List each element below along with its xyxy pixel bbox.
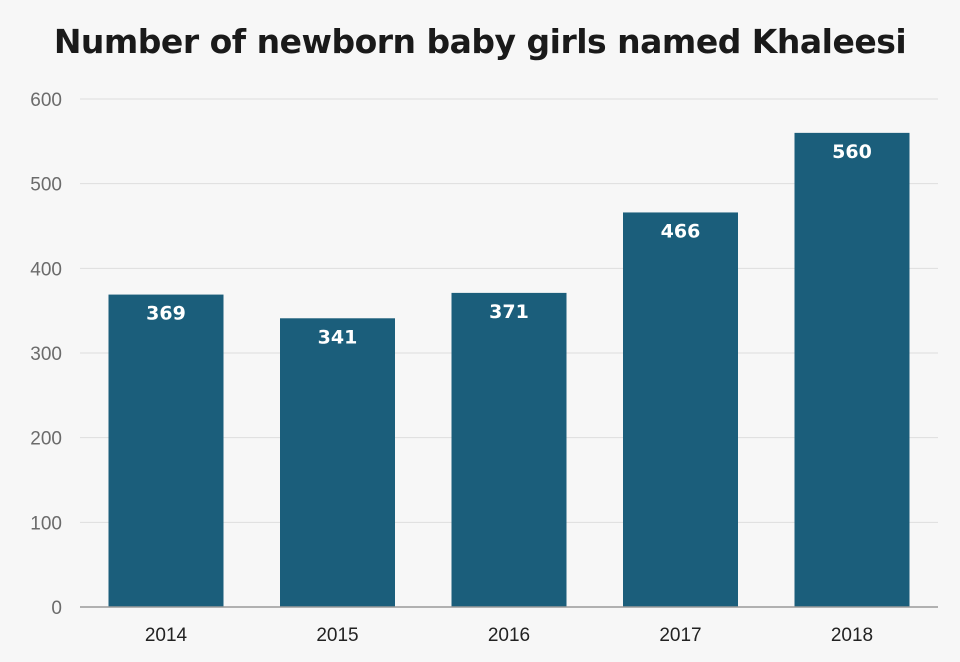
data-label-2018: 560 — [832, 141, 872, 163]
bar-2017 — [623, 212, 738, 607]
bars — [108, 132, 910, 607]
y-tick-label: 0 — [51, 598, 62, 619]
x-tick-label-2015: 2015 — [316, 625, 358, 646]
y-tick-label: 500 — [30, 175, 62, 196]
bar-2015 — [280, 318, 395, 607]
bar-2014 — [108, 294, 224, 607]
x-tick-label-2014: 2014 — [145, 625, 188, 646]
y-tick-label: 400 — [30, 259, 62, 280]
x-tick-label-2018: 2018 — [831, 625, 873, 646]
data-labels: 369 341 371 466 560 — [146, 141, 872, 348]
x-axis: 2014 2015 2016 2017 2018 — [80, 606, 938, 646]
y-tick-label: 100 — [30, 513, 62, 534]
x-tick-label-2017: 2017 — [659, 625, 701, 646]
bar-2016 — [451, 292, 567, 607]
x-tick-label-2016: 2016 — [488, 625, 530, 646]
data-label-2017: 466 — [661, 220, 701, 242]
y-tick-label: 200 — [30, 429, 62, 450]
chart-title: Number of newborn baby girls named Khale… — [53, 22, 907, 61]
y-axis: 0 100 200 300 400 500 600 — [30, 90, 62, 619]
data-label-2015: 341 — [318, 326, 358, 348]
bar-2018 — [794, 132, 910, 607]
y-tick-label: 600 — [30, 90, 62, 111]
data-label-2016: 371 — [489, 301, 529, 323]
data-label-2014: 369 — [146, 303, 186, 325]
y-tick-label: 300 — [30, 344, 62, 365]
